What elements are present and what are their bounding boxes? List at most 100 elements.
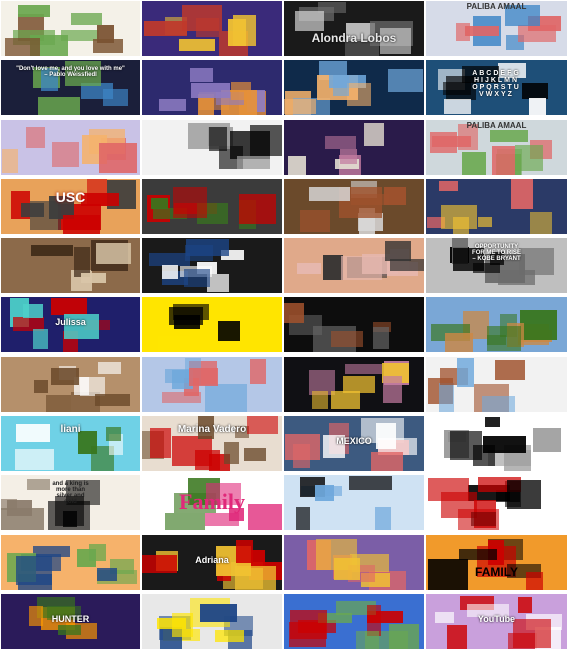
collage-photo — [99, 142, 137, 173]
collage-photo — [290, 609, 327, 639]
collage-tile[interactable] — [283, 533, 425, 591]
collage-tile[interactable] — [283, 355, 425, 413]
collage-tile[interactable] — [0, 355, 141, 413]
collage-photo — [492, 145, 515, 175]
collage-photo — [63, 214, 100, 234]
collage-photo — [236, 539, 253, 563]
collage-photo — [533, 428, 561, 453]
collage-tile[interactable] — [283, 237, 425, 295]
collage-tile[interactable] — [141, 59, 283, 117]
collage-tile[interactable] — [141, 237, 283, 295]
collage-tile[interactable] — [283, 177, 425, 235]
collage-tile[interactable]: FAMILY — [425, 533, 568, 591]
collage-tile[interactable]: "Don't love me, and you love with me" – … — [0, 59, 141, 117]
collage-photo — [428, 558, 468, 590]
collage-photo — [482, 395, 515, 412]
collage-tile[interactable] — [283, 474, 425, 532]
collage-tile[interactable] — [141, 118, 283, 176]
collage-photo — [247, 416, 278, 435]
collage-tile[interactable]: PALIBA AMAAL — [425, 0, 568, 57]
collage-tile[interactable]: ABCDEFG HIJKLMN OPQRSTU VWXYZ — [425, 59, 568, 117]
collage-photo — [65, 61, 101, 87]
collage-photo — [144, 21, 187, 36]
collage-photo — [441, 204, 477, 229]
collage-photo — [246, 330, 264, 351]
collage-tile[interactable]: Julissa — [0, 296, 141, 354]
collage-tile[interactable]: PALIBA AMAAL — [425, 118, 568, 176]
collage-tile[interactable]: liani — [0, 415, 141, 473]
collage-photo — [485, 417, 500, 428]
collage-photo — [345, 363, 382, 374]
collage-photo — [341, 256, 382, 281]
collage-photo — [162, 265, 178, 280]
collage-tile[interactable]: Marina Vadero — [141, 415, 283, 473]
collage-photo — [215, 629, 244, 642]
collage-tile[interactable]: OPPORTUNITY FOR ME TO RISE – KOBE BRYANT — [425, 237, 568, 295]
collage-photo — [450, 431, 482, 461]
collage-photo — [487, 326, 521, 352]
collage-tile[interactable] — [425, 474, 568, 532]
collage-tile[interactable] — [0, 237, 141, 295]
collage-photo — [318, 612, 352, 623]
collage-tile[interactable] — [283, 592, 425, 650]
collage-photo — [97, 25, 114, 43]
collage-photo — [27, 479, 50, 491]
collage-photo — [159, 99, 186, 112]
collage-photo — [61, 30, 99, 41]
collage-tile[interactable] — [283, 296, 425, 354]
collage-photo — [77, 548, 96, 567]
collage-photo — [518, 25, 556, 42]
collage-photo — [18, 5, 50, 17]
collage-tile[interactable]: Alondra Lobos — [283, 0, 425, 57]
collage-tile[interactable] — [425, 177, 568, 235]
collage-photo — [162, 391, 201, 403]
collage-photo — [239, 193, 276, 224]
collage-tile[interactable] — [425, 355, 568, 413]
collage-photo — [513, 618, 551, 648]
collage-tile[interactable]: USC — [0, 177, 141, 235]
collage-photo — [200, 603, 237, 622]
collage-photo — [457, 357, 474, 387]
collage-tile[interactable] — [141, 177, 283, 235]
collage-photo — [71, 391, 100, 412]
collage-tile[interactable] — [283, 59, 425, 117]
collage-tile[interactable] — [0, 0, 141, 57]
collage-photo — [78, 431, 97, 455]
collage-photo — [318, 2, 346, 13]
collage-photo — [179, 39, 215, 51]
collage-photo — [498, 63, 526, 79]
collage-photo — [323, 435, 345, 459]
collage-photo — [347, 83, 371, 107]
collage-photo — [296, 507, 310, 531]
collage-tile[interactable]: YouTube — [425, 592, 568, 650]
collage-photo — [209, 126, 227, 151]
collage-tile[interactable]: HUNTER — [0, 592, 141, 650]
collage-tile[interactable] — [283, 118, 425, 176]
collage-tile[interactable]: Family — [141, 474, 283, 532]
collage-photo — [331, 331, 363, 348]
collage-tile[interactable]: Adriana — [141, 533, 283, 591]
collage-photo — [158, 336, 190, 353]
collage-tile[interactable] — [141, 355, 283, 413]
collage-photo — [384, 186, 406, 205]
collage-photo — [64, 314, 99, 340]
collage-tile[interactable]: and a king is more than silver and gold — [0, 474, 141, 532]
collage-photo — [165, 513, 205, 531]
collage-photo — [336, 600, 376, 615]
collage-photo — [31, 245, 73, 257]
collage-photo — [16, 424, 50, 443]
collage-photo — [373, 327, 389, 350]
collage-tile[interactable]: MEXICO — [283, 415, 425, 473]
collage-tile[interactable] — [141, 0, 283, 57]
collage-photo — [435, 611, 454, 623]
collage-tile[interactable] — [425, 415, 568, 473]
collage-tile[interactable] — [425, 296, 568, 354]
collage-tile[interactable] — [0, 118, 141, 176]
collage-photo — [149, 253, 190, 267]
collage-photo — [46, 394, 71, 412]
tile-header-text: PALIBA AMAAL — [466, 120, 527, 130]
collage-tile[interactable] — [141, 592, 283, 650]
collage-tile[interactable] — [141, 296, 283, 354]
collage-photo — [205, 513, 239, 527]
collage-tile[interactable] — [0, 533, 141, 591]
